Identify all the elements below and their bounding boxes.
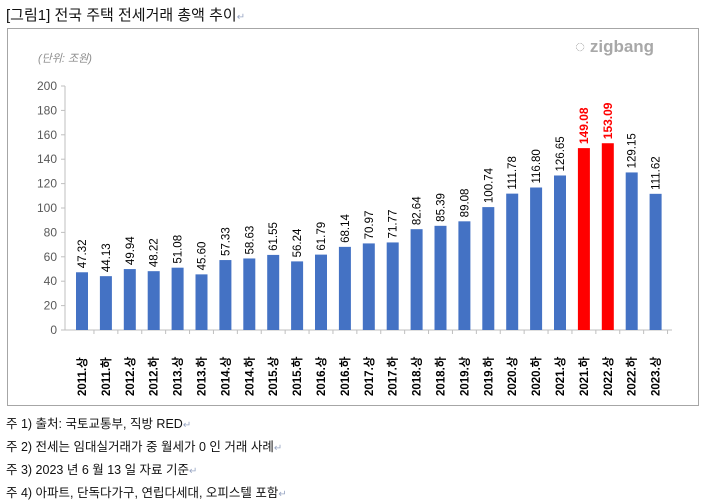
- y-tick-label: 120: [37, 177, 57, 191]
- bar-chart: 0 20 40 60 80 100 120 140 160 180 200 47.32 2011.상 44…: [37, 79, 672, 396]
- data-label: 51.08: [173, 235, 185, 264]
- bar: [577, 148, 590, 330]
- bar: [171, 267, 184, 330]
- bar: [219, 260, 232, 330]
- x-tick-label: 2015.하: [290, 356, 304, 396]
- x-tick-label: 2016.상: [314, 356, 328, 396]
- y-tick-label: 160: [37, 128, 57, 142]
- data-label: 58.63: [244, 226, 256, 255]
- bar: [315, 254, 327, 330]
- bar: [338, 246, 351, 330]
- data-label: 45.60: [197, 242, 209, 271]
- bar: [601, 143, 614, 330]
- x-tick-label: 2022.하: [625, 356, 639, 396]
- bar: [291, 261, 304, 330]
- chart-frame: [7, 28, 699, 406]
- bar: [267, 254, 280, 330]
- y-tick-label: 80: [44, 225, 58, 239]
- data-label: 70.97: [364, 211, 376, 240]
- data-label: 57.33: [220, 227, 232, 256]
- bar: [386, 242, 399, 330]
- bar: [530, 187, 543, 330]
- data-label: 89.08: [459, 189, 471, 218]
- data-label: 116.80: [531, 149, 543, 183]
- x-tick-label: 2019.상: [457, 356, 471, 396]
- data-label: 126.65: [555, 136, 567, 171]
- bar: [123, 269, 136, 330]
- x-tick-label: 2011.하: [99, 357, 113, 396]
- footnote-1: 주 1) 출처: 국토교통부, 직방 RED↵: [6, 417, 192, 431]
- x-tick-label: 2019.하: [481, 356, 495, 396]
- bar: [554, 175, 566, 330]
- y-tick-label: 200: [37, 79, 57, 93]
- bar: [99, 276, 112, 330]
- bar: [410, 229, 423, 330]
- x-tick-label: 2020.상: [505, 356, 519, 396]
- data-label: 44.13: [101, 243, 113, 272]
- x-tick-label: 2014.하: [242, 356, 256, 396]
- zigbang-logo: ◌ zigbang: [575, 37, 655, 56]
- footnote-4: 주 4) 아파트, 단독다가구, 연립다세대, 오피스텔 포함↵: [6, 486, 287, 500]
- x-tick-label: 2017.하: [386, 356, 400, 396]
- bar: [243, 258, 256, 330]
- x-tick-label: 2012.상: [123, 356, 137, 396]
- x-tick-label: 2011.상: [75, 357, 89, 396]
- data-label: 47.32: [77, 239, 89, 268]
- x-tick-label: 2012.하: [147, 356, 161, 396]
- x-tick-label: 2021.상: [553, 356, 567, 396]
- bar: [147, 271, 160, 330]
- data-label: 71.77: [388, 210, 400, 239]
- bar: [625, 172, 638, 330]
- data-label: 48.22: [149, 238, 161, 267]
- data-label: 149.08: [577, 107, 591, 144]
- bar: [649, 193, 662, 330]
- data-label: 129.15: [627, 133, 639, 168]
- y-tick-label: 20: [44, 299, 58, 313]
- x-tick-label: 2021.하: [577, 356, 591, 396]
- footnote-3: 주 3) 2023 년 6 월 13 일 자료 기준↵: [6, 463, 198, 477]
- x-tick-label: 2018.상: [410, 356, 424, 396]
- x-tick-label: 2023.상: [649, 356, 663, 396]
- bar: [76, 272, 88, 330]
- x-tick-label: 2016.하: [338, 356, 352, 396]
- x-tick-label: 2018.하: [434, 356, 448, 396]
- bar: [506, 193, 519, 330]
- data-label: 153.09: [601, 102, 615, 139]
- bar: [458, 221, 471, 330]
- y-tick-label: 0: [50, 323, 57, 337]
- data-label: 85.39: [436, 193, 448, 222]
- y-tick-label: 140: [37, 152, 57, 166]
- data-label: 111.62: [651, 156, 663, 189]
- data-label: 49.94: [125, 236, 137, 265]
- data-label: 100.74: [483, 167, 495, 203]
- data-label: 68.14: [340, 213, 352, 242]
- bar: [482, 207, 495, 330]
- x-tick-label: 2015.상: [266, 356, 280, 396]
- x-tick-label: 2013.하: [195, 356, 209, 396]
- x-tick-label: 2014.상: [218, 356, 232, 396]
- data-label: 61.79: [316, 222, 328, 251]
- data-label: 82.64: [412, 196, 424, 225]
- figure-title: [그림1] 전국 주택 전세거래 총액 추이↵: [6, 7, 246, 24]
- data-label: 61.55: [268, 222, 280, 251]
- bar: [195, 274, 208, 330]
- logo-icon: ◌: [575, 37, 586, 56]
- bar: [362, 243, 375, 330]
- x-tick-label: 2022.상: [601, 356, 615, 396]
- data-label: 56.24: [292, 228, 304, 257]
- data-label: 111.78: [507, 156, 519, 189]
- x-tick-label: 2013.상: [171, 356, 185, 396]
- x-tick-label: 2020.하: [529, 356, 543, 396]
- y-tick-label: 100: [37, 201, 57, 215]
- y-tick-label: 60: [44, 250, 58, 264]
- footnote-2: 주 2) 전세는 임대실거래가 중 월세가 0 인 거래 사례↵: [6, 440, 283, 454]
- y-tick-label: 40: [44, 274, 58, 288]
- unit-label: (단위: 조원): [38, 53, 92, 65]
- y-tick-label: 180: [37, 103, 57, 117]
- bar: [434, 225, 447, 330]
- x-tick-label: 2017.상: [362, 356, 376, 396]
